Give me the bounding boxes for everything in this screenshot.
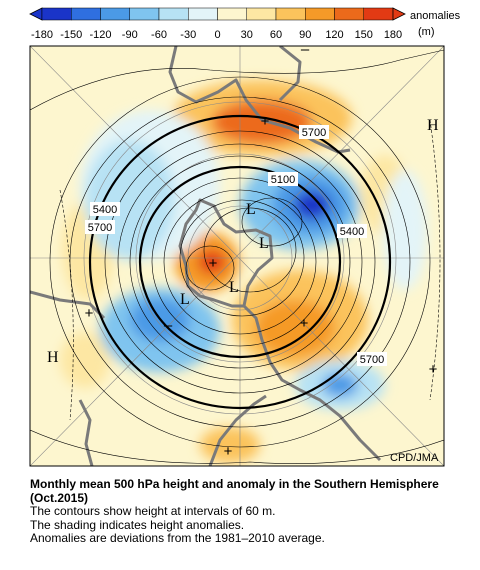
anomaly-plus-marker: + <box>261 113 270 130</box>
contour-label-box <box>337 224 367 238</box>
low-pressure-marker: L <box>180 291 190 308</box>
low-pressure-marker: L <box>229 279 239 296</box>
anomaly-colorbar: -180 -150 -120 -90 -60 -30 0 30 60 90 120 150 180 <box>29 7 406 40</box>
figure-caption: Monthly mean 500 hPa height and anomaly … <box>30 477 470 546</box>
anomaly-minus-marker: – <box>301 41 310 58</box>
anomaly-plus-marker: + <box>429 361 438 378</box>
contour-label: 5700 <box>302 127 326 139</box>
high-pressure-marker: H <box>47 349 59 366</box>
contour-label-box <box>357 352 387 366</box>
contour-label-box <box>268 172 298 186</box>
colorbar-tick-label: -150 <box>60 29 82 40</box>
contour-label: 5400 <box>93 204 117 216</box>
anomaly-plus-marker: + <box>224 443 233 460</box>
low-pressure-marker: L <box>259 235 269 252</box>
colorbar-tick-label: 60 <box>270 29 282 40</box>
colorbar-tick-label: -90 <box>122 29 138 40</box>
low-pressure-marker: L <box>246 201 256 218</box>
caption-line: The shading indicates height anomalies. <box>30 517 245 532</box>
contour-label-box <box>90 202 120 216</box>
colorbar-tick-label: 30 <box>241 29 253 40</box>
contour-label: 5700 <box>360 354 384 366</box>
anomaly-plus-marker: + <box>209 255 218 272</box>
height-contours <box>30 49 444 464</box>
contour-label: 5100 <box>271 174 295 186</box>
contour-labels: 5700 5100 5400 5400 5700 5700 <box>85 125 387 366</box>
polar-map: 5700 5100 5400 5400 5700 5700 H H L L L L + +… <box>29 41 445 467</box>
anomaly-plus-marker: + <box>300 315 309 332</box>
colorbar-units: (m) <box>418 26 435 38</box>
colorbar-tick-label: 90 <box>299 29 311 40</box>
colorbar-tick-label: -60 <box>151 29 167 40</box>
map-frame <box>29 45 445 467</box>
colorbar-right-arrow <box>392 7 406 21</box>
colorbar-tick-label: 0 <box>214 29 220 40</box>
colorbar-label: anomalies <box>410 10 461 22</box>
contour-label: 5700 <box>88 222 112 234</box>
caption-title: Monthly mean 500 hPa height and anomaly … <box>30 477 439 505</box>
contour-label-box <box>299 125 329 139</box>
coastlines <box>30 46 382 466</box>
caption-line: The contours show height at intervals of… <box>30 504 276 519</box>
credit-label: CPD/JMA <box>390 452 439 464</box>
colorbar-tick-label: -120 <box>89 29 111 40</box>
colorbar-tick-label: -180 <box>31 29 53 40</box>
colorbar-tick-label: 150 <box>355 29 373 40</box>
contour-label-box <box>85 220 115 234</box>
high-pressure-marker: H <box>427 117 439 134</box>
contour-label: 5400 <box>340 226 364 238</box>
colorbar-tick-label: 180 <box>384 29 402 40</box>
colorbar-tick-label: 120 <box>325 29 343 40</box>
caption-line: Anomalies are deviations from the 1981–2… <box>30 531 325 546</box>
anomaly-plus-marker: + <box>85 305 94 322</box>
anomaly-minus-marker: – <box>164 317 173 334</box>
colorbar-tick-label: -30 <box>180 29 196 40</box>
